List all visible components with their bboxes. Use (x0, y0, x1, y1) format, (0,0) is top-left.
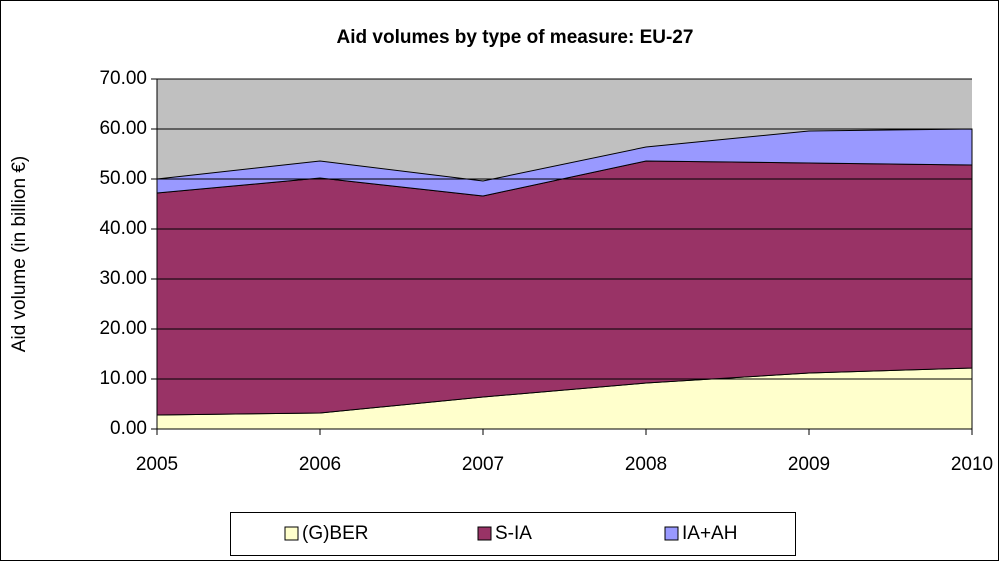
legend-swatch (477, 526, 492, 541)
x-tick-label: 2009 (788, 454, 830, 475)
legend-label: S-IA (495, 523, 532, 544)
legend-box (230, 512, 796, 556)
chart-title: Aid volumes by type of measure: EU-27 (337, 27, 694, 48)
y-tick-label: 20.00 (99, 318, 147, 339)
legend-swatch (284, 526, 299, 541)
y-tick-label: 50.00 (99, 168, 147, 189)
y-tick-label: 0.00 (110, 418, 147, 439)
legend-label: (G)BER (302, 523, 369, 544)
legend-swatch (664, 526, 679, 541)
y-tick-label: 30.00 (99, 268, 147, 289)
y-tick-label: 70.00 (99, 68, 147, 89)
y-axis-label: Aid volume (in billion €) (9, 156, 30, 352)
y-tick-label: 60.00 (99, 118, 147, 139)
x-tick-label: 2006 (299, 454, 341, 475)
x-tick-label: 2008 (625, 454, 667, 475)
legend-label: IA+AH (682, 523, 737, 544)
x-tick-label: 2007 (462, 454, 504, 475)
x-tick-label: 2005 (136, 454, 178, 475)
y-tick-label: 40.00 (99, 218, 147, 239)
y-tick-label: 10.00 (99, 368, 147, 389)
x-tick-label: 2010 (951, 454, 993, 475)
